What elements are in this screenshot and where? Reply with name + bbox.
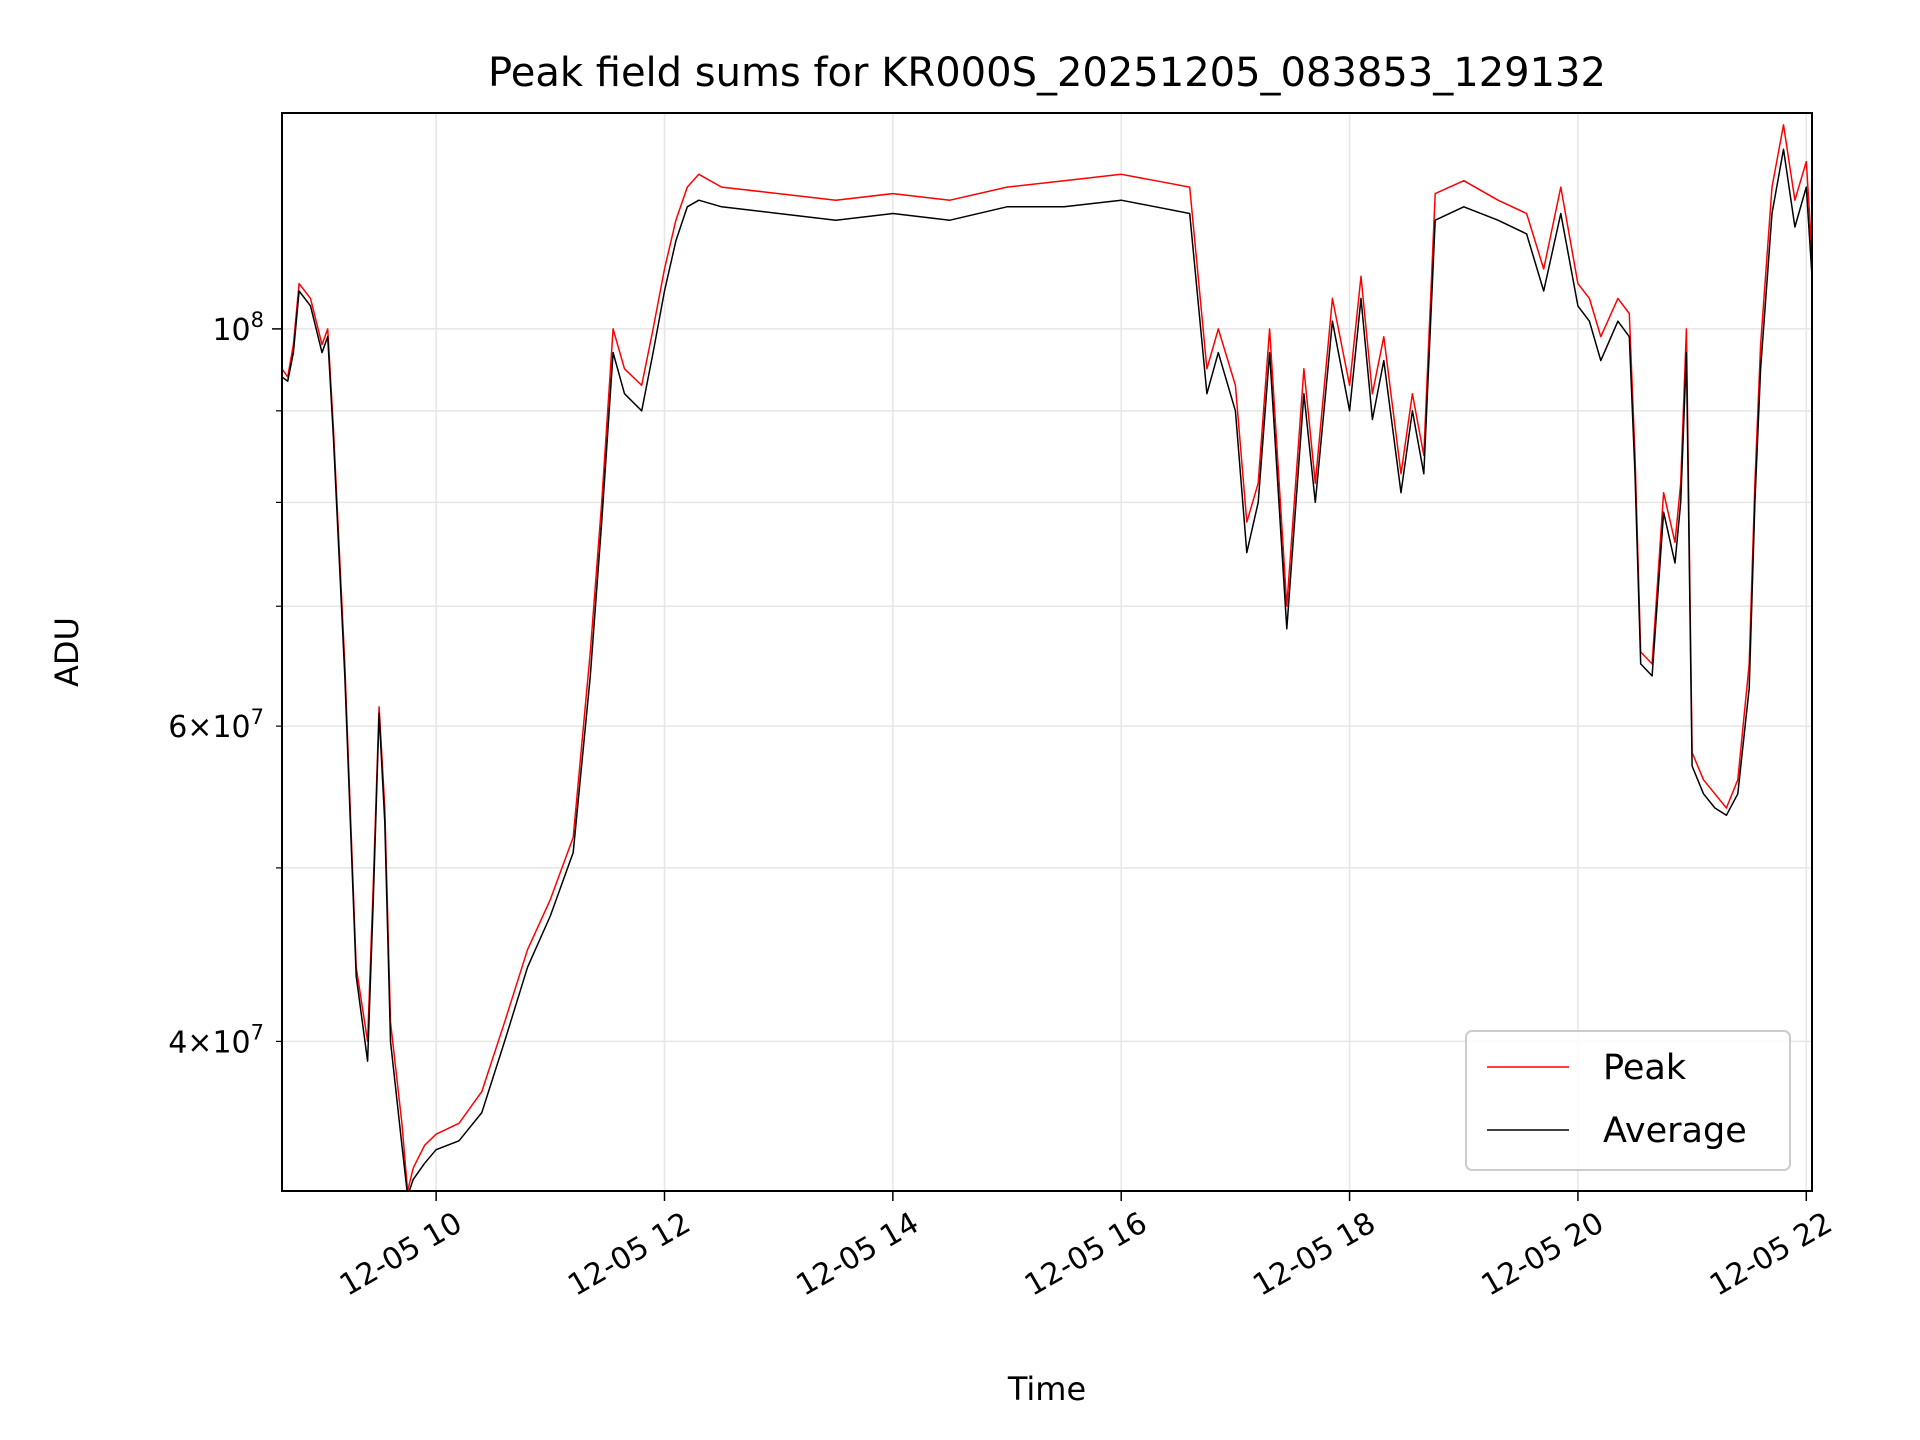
legend-label-average: Average	[1603, 1111, 1747, 1151]
y-tick-base: 10	[212, 1025, 250, 1060]
chart-title: Peak field sums for KR000S_20251205_0838…	[488, 50, 1606, 96]
legend-label-peak: Peak	[1603, 1048, 1687, 1088]
y-tick-mantissa: 6	[168, 710, 187, 745]
y-tick-exponent: 7	[251, 705, 264, 729]
series-lines	[282, 124, 1812, 1191]
series-line-average	[282, 148, 1812, 1191]
y-tick-times: ×	[187, 710, 212, 745]
y-tick-label: 4×107	[168, 1020, 264, 1060]
legend: Peak Average	[1465, 1030, 1791, 1171]
plot-frame	[281, 112, 1813, 1192]
series-line-peak	[282, 124, 1812, 1191]
y-tick-times: ×	[187, 1025, 212, 1060]
y-tick-exponent: 7	[251, 1020, 264, 1044]
y-tick-exponent: 8	[251, 308, 264, 332]
plot-background	[282, 113, 1812, 1191]
y-tick-label: 6×107	[168, 705, 264, 745]
y-axis-label: ADU	[48, 617, 86, 687]
x-axis-label: Time	[1007, 1370, 1086, 1408]
y-tick-mantissa: 4	[168, 1025, 187, 1060]
grid-lines	[282, 113, 1812, 1191]
y-tick-label: 108	[212, 308, 264, 348]
legend-box	[1465, 1030, 1791, 1171]
y-tick-base: 10	[212, 313, 250, 348]
y-tick-base: 10	[212, 710, 250, 745]
